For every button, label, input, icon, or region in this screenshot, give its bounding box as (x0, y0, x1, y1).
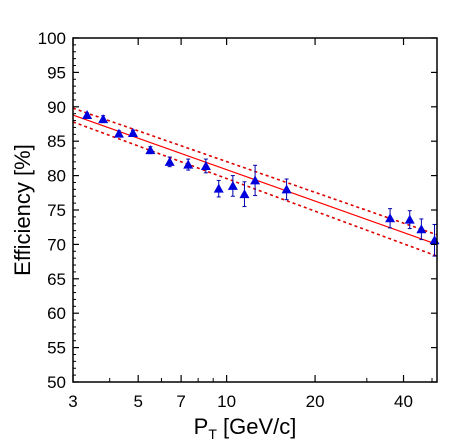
x-axis-title: PT [GeV/c] (194, 414, 297, 442)
y-tick-label: 100 (38, 29, 66, 48)
data-point (213, 179, 224, 198)
triangle-marker (385, 213, 396, 223)
triangle-marker (239, 189, 250, 199)
triangle-marker (416, 224, 427, 234)
x-axis-title-main: P (194, 414, 209, 439)
data-point (404, 210, 415, 230)
y-tick-label: 60 (47, 304, 66, 323)
data-point (82, 110, 93, 120)
y-tick-label: 75 (47, 201, 66, 220)
y-tick-label: 55 (47, 339, 66, 358)
x-axis-title-sub: T (208, 426, 217, 442)
data-point (183, 158, 194, 171)
triangle-marker (164, 156, 175, 166)
data-point (281, 178, 292, 201)
data-point (416, 218, 427, 241)
data-point (385, 208, 396, 229)
x-tick-label: 3 (68, 392, 77, 411)
y-axis-ticks: 50 55 60 65 70 75 80 85 90 95 100 (38, 29, 437, 392)
data-points (82, 110, 440, 257)
y-tick-label: 90 (47, 98, 66, 117)
data-point (239, 181, 250, 208)
triangle-marker (183, 159, 194, 169)
triangle-marker (213, 183, 224, 193)
triangle-marker (200, 160, 211, 170)
triangle-marker (250, 175, 261, 185)
triangle-marker (227, 180, 238, 190)
y-tick-label: 95 (47, 63, 66, 82)
y-tick-label: 85 (47, 132, 66, 151)
y-tick-label: 80 (47, 167, 66, 186)
data-point (145, 145, 156, 155)
y-tick-label: 50 (47, 373, 66, 392)
plot-frame (72, 37, 438, 383)
data-point (200, 158, 211, 174)
data-point (250, 164, 261, 197)
data-point (113, 128, 124, 138)
y-tick-label: 70 (47, 235, 66, 254)
y-tick-label: 65 (47, 270, 66, 289)
triangle-marker (98, 114, 109, 124)
triangle-marker (113, 128, 124, 138)
triangle-marker (281, 184, 292, 194)
x-tick-label: 20 (306, 392, 325, 411)
y-axis-title: Efficiency [%] (10, 144, 35, 276)
triangle-marker (429, 235, 440, 245)
x-axis-ticks: 3 5 7 10 20 40 (68, 38, 433, 411)
x-tick-label: 10 (217, 392, 236, 411)
x-tick-label: 40 (394, 392, 413, 411)
x-tick-label: 7 (176, 392, 185, 411)
x-tick-label: 5 (133, 392, 142, 411)
triangle-marker (404, 214, 415, 224)
data-point (227, 175, 238, 197)
triangle-marker (145, 145, 156, 155)
x-axis-title-rest: [GeV/c] (217, 414, 296, 439)
triangle-marker (82, 110, 93, 120)
data-point (127, 127, 138, 137)
triangle-marker (127, 127, 138, 137)
data-point (164, 156, 175, 168)
data-point (98, 114, 109, 124)
data-point (429, 223, 440, 257)
